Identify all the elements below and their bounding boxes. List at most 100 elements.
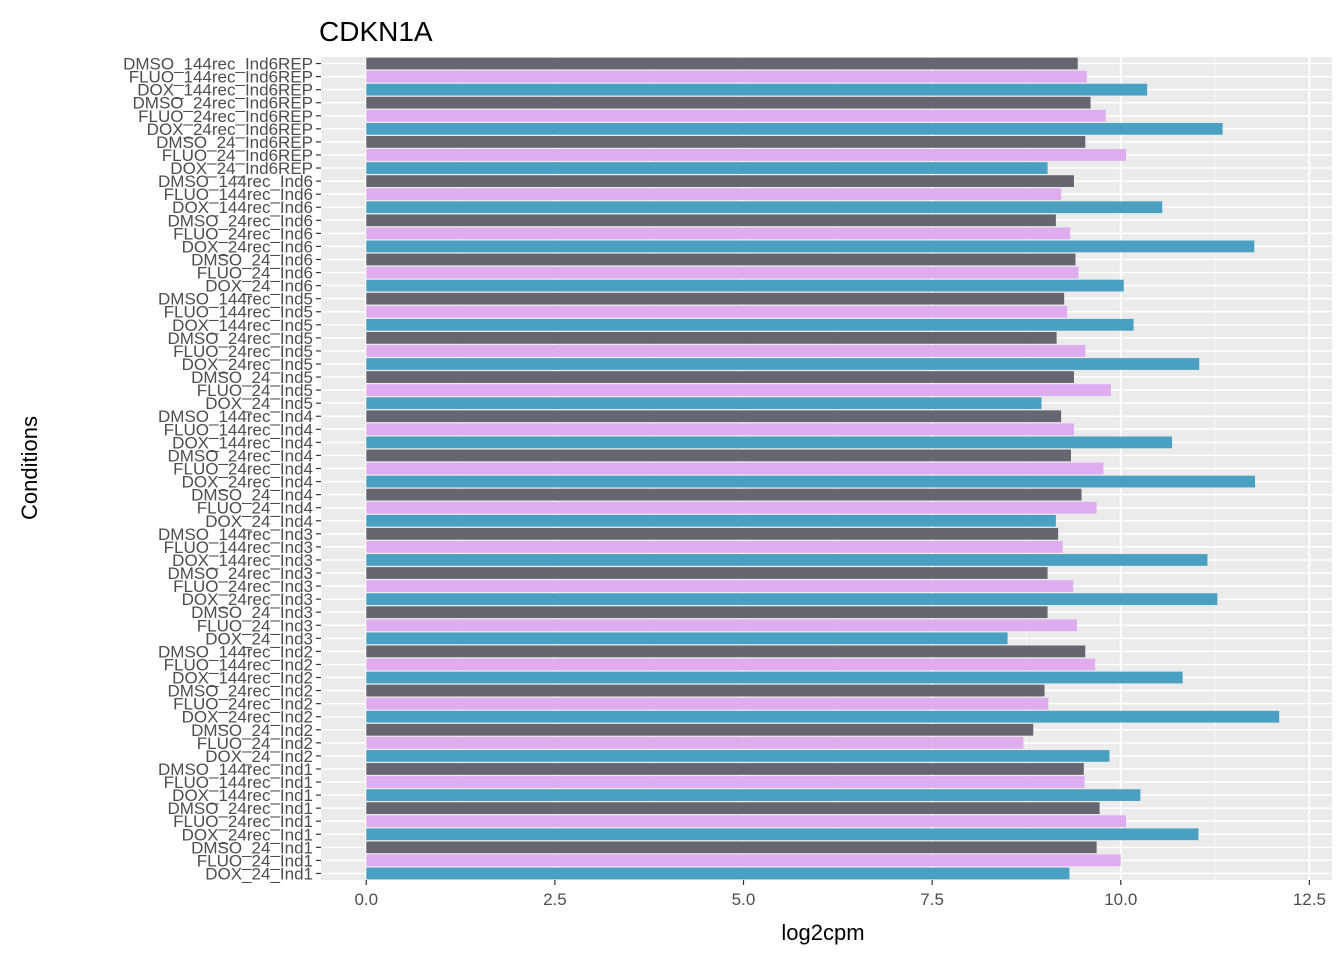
y-tick-label: DMSO_24rec_Ind6 [167, 211, 313, 230]
y-tick-label: FLUO_144rec_Ind5 [164, 303, 313, 322]
x-tick-label: 12.5 [1293, 890, 1326, 909]
y-tick-label: DMSO_24_Ind3 [191, 603, 313, 622]
bar [366, 776, 1085, 788]
y-tick-label: FLUO_144rec_Ind3 [164, 538, 313, 557]
y-tick-label: FLUO_24rec_Ind4 [173, 460, 313, 479]
y-tick-label: DOX_24_Ind5 [205, 394, 313, 413]
bar [366, 658, 1096, 671]
y-tick-label: DMSO_144rec_Ind6 [158, 172, 313, 191]
bar [366, 723, 1034, 736]
bar [366, 580, 1074, 592]
y-tick-label: FLUO_144rec_Ind6REP [129, 68, 313, 87]
chart-title: CDKN1A [319, 16, 433, 47]
bar [366, 397, 1042, 410]
bar [366, 554, 1208, 566]
y-tick-label: DOX_24rec_Ind3 [182, 590, 313, 609]
y-tick-label: FLUO_24_Ind6REP [162, 146, 313, 165]
bar [366, 789, 1141, 801]
bar [366, 83, 1148, 96]
y-tick-label: DMSO_144rec_Ind5 [158, 290, 313, 309]
x-axis-title: log2cpm [781, 920, 864, 945]
bar [366, 645, 1086, 658]
y-tick-label: DOX_24rec_Ind4 [182, 473, 313, 492]
bar [366, 253, 1076, 266]
bar [366, 541, 1063, 553]
y-tick-label: DMSO_144rec_Ind1 [158, 760, 313, 779]
y-tick-label: DOX_24rec_Ind6 [182, 237, 313, 256]
bar [366, 240, 1255, 253]
y-tick-label: FLUO_144rec_Ind1 [164, 773, 313, 792]
bar [366, 384, 1111, 396]
bar [366, 475, 1256, 488]
y-tick-label: FLUO_24_Ind6 [197, 264, 313, 283]
bar [366, 358, 1200, 370]
bar [366, 802, 1100, 815]
bar [366, 763, 1084, 775]
bar [366, 815, 1127, 828]
bar [366, 593, 1218, 606]
y-tick-label: DOX_144rec_Ind6 [172, 198, 313, 217]
y-tick-label: FLUO_24_Ind3 [197, 616, 313, 635]
bar [366, 710, 1280, 723]
y-tick-label: DOX_144rec_Ind4 [172, 433, 313, 452]
bar [366, 266, 1079, 279]
bar [366, 214, 1056, 227]
y-tick-label: DMSO_24rec_Ind6REP [133, 94, 313, 113]
bar [366, 736, 1024, 749]
y-tick-label: FLUO_24rec_Ind2 [173, 695, 313, 714]
bar [366, 57, 1078, 70]
y-tick-label: DMSO_144rec_Ind2 [158, 642, 313, 661]
bar [366, 188, 1062, 201]
y-tick-label: DOX_144rec_Ind5 [172, 316, 313, 335]
bar [366, 684, 1045, 697]
y-tick-label: DOX_24_Ind2 [205, 747, 313, 766]
bar [366, 149, 1127, 161]
bar [366, 410, 1062, 423]
y-tick-label: DOX_24rec_Ind5 [182, 355, 313, 374]
bar [366, 96, 1091, 109]
x-tick-label: 10.0 [1104, 890, 1137, 909]
y-tick-label: DOX_144rec_Ind3 [172, 551, 313, 570]
bar [366, 867, 1070, 880]
y-tick-label: FLUO_24_Ind2 [197, 734, 313, 753]
y-tick-label: DOX_24_Ind3 [205, 629, 313, 648]
y-tick-label: DMSO_24_Ind2 [191, 721, 313, 740]
bar [366, 122, 1223, 135]
y-tick-label: DOX_24rec_Ind1 [182, 825, 313, 844]
bar [366, 423, 1074, 436]
bar [366, 305, 1068, 318]
bar [366, 109, 1106, 122]
y-tick-label: DOX_24_Ind4 [205, 512, 313, 531]
bar [366, 175, 1074, 187]
y-tick-label: DMSO_24rec_Ind2 [167, 682, 313, 701]
bar [366, 70, 1087, 83]
bar [366, 619, 1077, 632]
y-tick-label: DOX_144rec_Ind1 [172, 786, 313, 805]
x-axis: 0.0 2.5 5.0 7.5 10.0 12.5 [354, 880, 1326, 909]
y-tick-label: DOX_24_Ind6 [205, 277, 313, 296]
y-tick-label: DOX_144rec_Ind6REP [137, 81, 313, 100]
y-tick-label: FLUO_24_Ind5 [197, 381, 313, 400]
bar [366, 162, 1048, 174]
bar [366, 201, 1163, 214]
x-tick-label: 7.5 [920, 890, 944, 909]
y-tick-label: DOX_24_Ind6REP [170, 159, 313, 178]
y-tick-label: DMSO_24rec_Ind5 [167, 329, 313, 348]
x-tick-label: 0.0 [354, 890, 378, 909]
y-tick-label: DMSO_24_Ind4 [191, 486, 313, 505]
y-tick-label: FLUO_24_Ind1 [197, 851, 313, 870]
y-tick-label: DMSO_24_Ind6REP [156, 133, 313, 152]
y-tick-label: DMSO_24rec_Ind1 [167, 799, 313, 818]
y-tick-label: DMSO_24_Ind5 [191, 368, 313, 387]
y-tick-label: DOX_24rec_Ind2 [182, 708, 313, 727]
y-tick-label: FLUO_24_Ind4 [197, 499, 313, 518]
y-tick-label: DMSO_144rec_Ind4 [158, 407, 313, 426]
y-tick-label: FLUO_144rec_Ind6 [164, 185, 313, 204]
y-tick-label: FLUO_24rec_Ind6 [173, 224, 313, 243]
bar [366, 279, 1124, 292]
y-tick-label: DMSO_144rec_Ind3 [158, 525, 313, 544]
y-tick-label: FLUO_24rec_Ind3 [173, 577, 313, 596]
bar [366, 345, 1086, 357]
bar [366, 331, 1057, 344]
bar [366, 318, 1134, 331]
